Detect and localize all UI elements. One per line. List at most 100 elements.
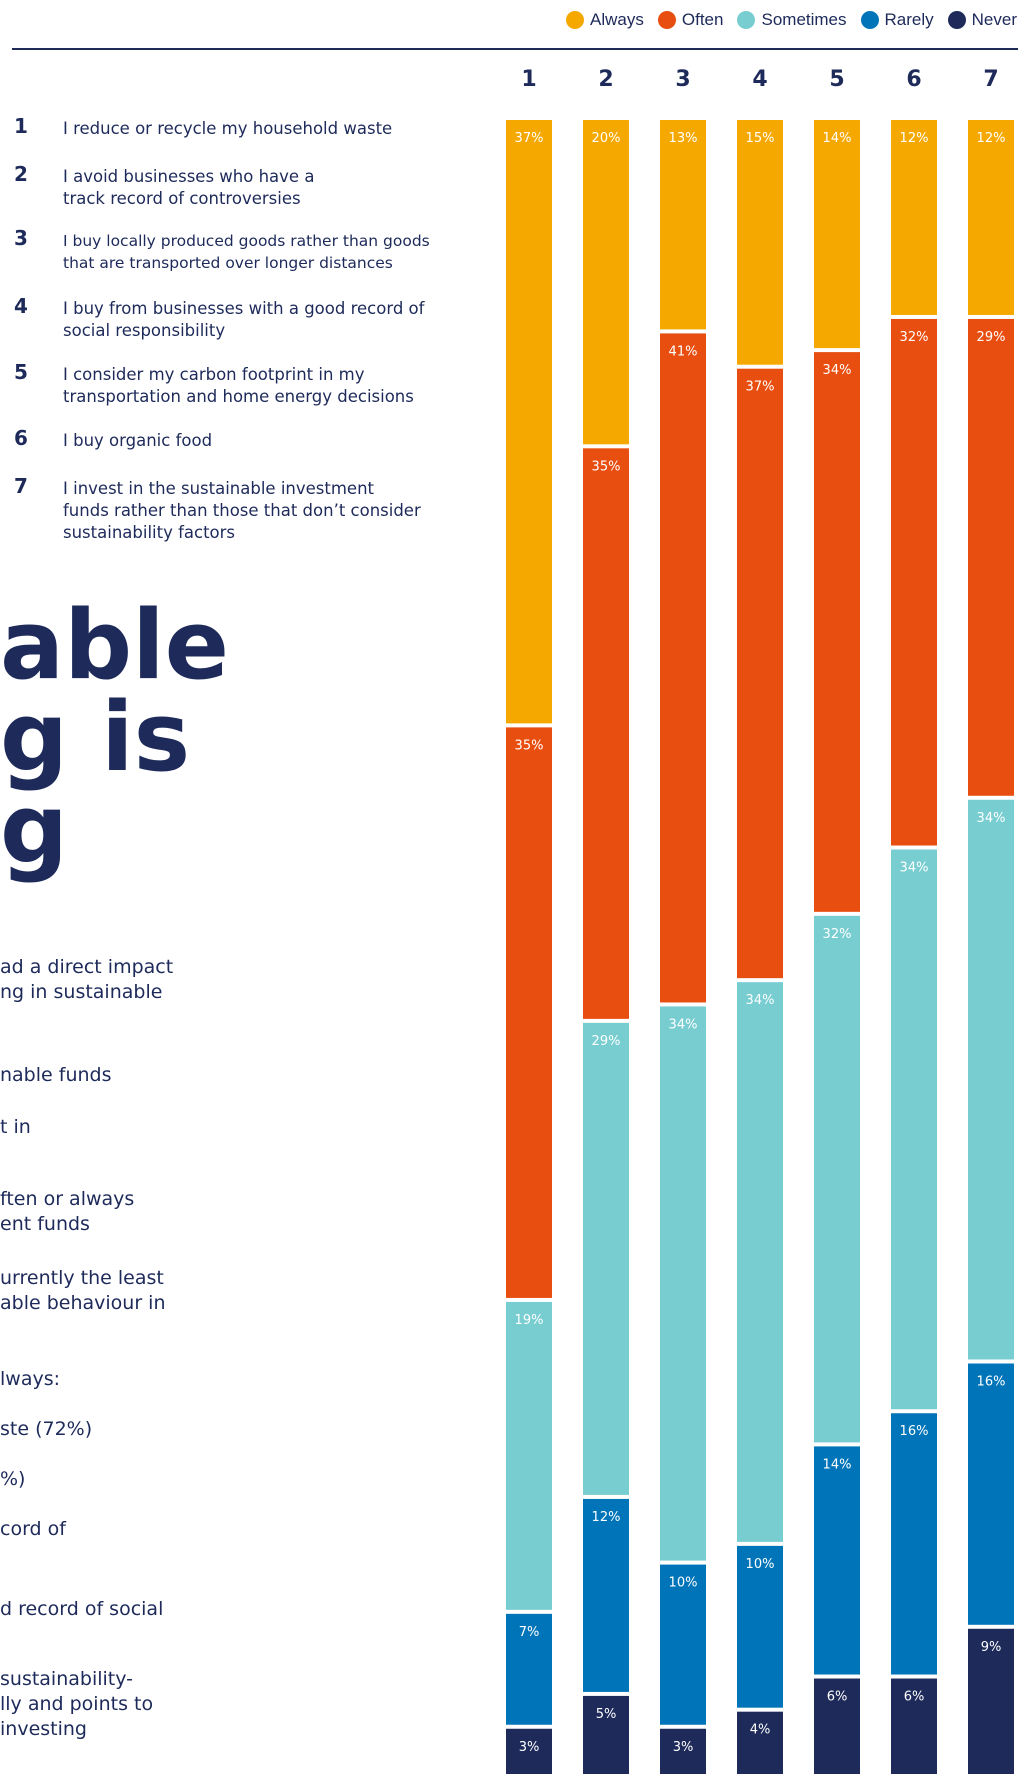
data-label-rarely-3: 10% xyxy=(669,1576,698,1591)
category-label-7: 7 xyxy=(983,67,998,92)
body-line: nable funds xyxy=(0,1064,112,1086)
body-line: ad a direct impact ng in sustainable xyxy=(0,956,174,1003)
data-label-sometimes-6: 34% xyxy=(900,861,929,876)
bar-segment-sometimes-4 xyxy=(737,982,783,1542)
bar-segment-often-6 xyxy=(891,318,937,846)
stacked-bar-chart: 1 37% 35% 19% 7% 3% 2 20% 35% 29% 12% 5% 3 13% 41% 34% 1… xyxy=(506,67,1014,1774)
legend-label-sometimes: Sometimes xyxy=(761,10,847,29)
data-label-rarely-4: 10% xyxy=(746,1557,775,1572)
bar-segment-always-4 xyxy=(737,120,783,365)
bar-segment-sometimes-2 xyxy=(583,1022,629,1495)
data-label-sometimes-1: 19% xyxy=(515,1313,544,1328)
bar-segment-rarely-6 xyxy=(891,1413,937,1675)
data-label-often-7: 29% xyxy=(977,330,1006,345)
bar-segment-rarely-1 xyxy=(506,1613,552,1725)
legend-label-often: Often xyxy=(681,10,724,29)
statement-number: 7 xyxy=(14,474,28,498)
body-line: %) xyxy=(0,1468,26,1490)
data-label-often-6: 32% xyxy=(900,330,929,345)
statement-number: 3 xyxy=(14,226,28,250)
body-line: lways: xyxy=(0,1368,61,1390)
statement-number: 1 xyxy=(14,114,28,138)
data-label-never-5: 6% xyxy=(827,1690,848,1705)
legend-item-always: Always xyxy=(566,10,644,30)
data-label-always-3: 13% xyxy=(669,131,698,146)
legend-label-rarely: Rarely xyxy=(884,10,934,29)
data-label-sometimes-5: 32% xyxy=(823,927,852,942)
data-label-never-2: 5% xyxy=(596,1707,617,1722)
bar-segment-rarely-4 xyxy=(737,1545,783,1708)
data-label-rarely-5: 14% xyxy=(823,1457,852,1472)
category-label-4: 4 xyxy=(752,67,767,92)
data-label-sometimes-2: 29% xyxy=(592,1034,621,1049)
data-label-often-2: 35% xyxy=(592,459,621,474)
category-label-5: 5 xyxy=(829,67,844,92)
data-label-rarely-6: 16% xyxy=(900,1424,929,1439)
data-label-often-4: 37% xyxy=(746,380,775,395)
bar-segment-often-2 xyxy=(583,448,629,1019)
data-label-never-6: 6% xyxy=(904,1690,925,1705)
bar-segment-sometimes-3 xyxy=(660,1006,706,1561)
data-label-always-1: 37% xyxy=(515,131,544,146)
bar-segment-always-5 xyxy=(814,120,860,349)
bar-segment-sometimes-6 xyxy=(891,849,937,1410)
statement-text: I invest in the sustainable investment f… xyxy=(63,479,421,542)
bar-segment-never-4 xyxy=(737,1711,783,1774)
data-label-sometimes-3: 34% xyxy=(669,1017,698,1032)
bar-segment-rarely-5 xyxy=(814,1446,860,1675)
bar-segment-always-7 xyxy=(968,120,1014,315)
statement-text: I reduce or recycle my household waste xyxy=(63,119,393,138)
statement-text: I buy from businesses with a good record… xyxy=(63,299,425,340)
legend-swatch-often xyxy=(657,11,676,29)
body-line: ften or always ent funds xyxy=(0,1188,135,1235)
bar-segment-rarely-7 xyxy=(968,1363,1014,1625)
bar-segment-often-4 xyxy=(737,368,783,979)
category-label-2: 2 xyxy=(598,67,613,92)
bar-segment-rarely-2 xyxy=(583,1498,629,1692)
page-headline: able g is g xyxy=(0,591,230,885)
statement-number: 5 xyxy=(14,360,28,384)
data-label-sometimes-4: 34% xyxy=(746,993,775,1008)
data-label-always-2: 20% xyxy=(592,131,621,146)
body-line: d record of social xyxy=(0,1598,164,1620)
statement-text: I avoid businesses who have a track reco… xyxy=(63,167,315,208)
data-label-often-5: 34% xyxy=(823,363,852,378)
bar-segment-always-2 xyxy=(583,120,629,445)
category-label-1: 1 xyxy=(521,67,536,92)
bar-segment-always-3 xyxy=(660,120,706,330)
legend-item-often: Often xyxy=(657,10,724,30)
legend-swatch-never xyxy=(947,11,966,29)
data-label-always-6: 12% xyxy=(900,131,929,146)
data-label-never-4: 4% xyxy=(750,1723,771,1738)
bar-segment-often-5 xyxy=(814,352,860,912)
body-line: ste (72%) xyxy=(0,1418,93,1440)
category-label-3: 3 xyxy=(675,67,690,92)
legend-label-always: Always xyxy=(590,10,644,29)
data-label-sometimes-7: 34% xyxy=(977,811,1006,826)
bar-segment-never-2 xyxy=(583,1695,629,1774)
bar-segment-often-7 xyxy=(968,318,1014,796)
header-divider xyxy=(12,48,1018,50)
data-label-rarely-7: 16% xyxy=(977,1375,1006,1390)
data-label-never-3: 3% xyxy=(673,1740,694,1755)
statement-text: I buy organic food xyxy=(63,431,213,450)
bar-segment-often-3 xyxy=(660,333,706,1003)
statement-number: 2 xyxy=(14,162,28,186)
body-line: cord of xyxy=(0,1518,66,1540)
legend-label-never: Never xyxy=(971,10,1017,29)
bar-segment-never-6 xyxy=(891,1678,937,1774)
statement-number: 6 xyxy=(14,426,28,450)
legend-swatch-sometimes xyxy=(737,11,756,29)
data-label-never-7: 9% xyxy=(981,1640,1002,1655)
body-line: sustainability- lly and points to invest… xyxy=(0,1668,154,1740)
data-label-always-7: 12% xyxy=(977,131,1006,146)
bar-segment-often-1 xyxy=(506,727,552,1298)
bar-segment-never-3 xyxy=(660,1728,706,1774)
category-label-6: 6 xyxy=(906,67,921,92)
bar-segment-always-1 xyxy=(506,120,552,724)
statement-number: 4 xyxy=(14,294,28,318)
legend-item-rarely: Rarely xyxy=(860,10,934,30)
bar-segment-never-5 xyxy=(814,1678,860,1774)
bar-segment-sometimes-7 xyxy=(968,799,1014,1360)
bar-segment-sometimes-5 xyxy=(814,915,860,1443)
